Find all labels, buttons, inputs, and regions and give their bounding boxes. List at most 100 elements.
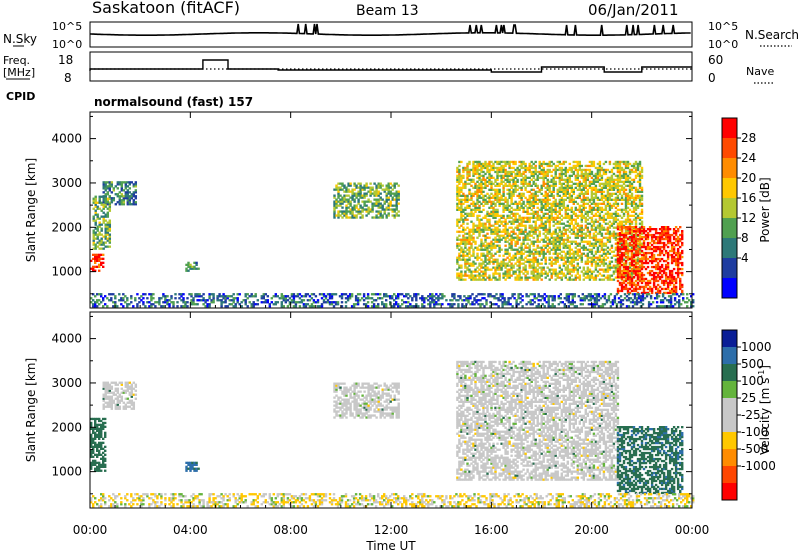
echo-cell — [628, 208, 632, 211]
echo-cell — [654, 245, 658, 249]
echo-cell — [389, 204, 392, 207]
echo-cell — [614, 214, 618, 217]
echo-cell — [106, 185, 110, 188]
echo-cell — [642, 230, 646, 233]
echo-cell — [369, 194, 372, 197]
echo-cell — [492, 212, 495, 215]
echo-cell — [614, 218, 618, 221]
echo-cell — [679, 285, 682, 289]
echo-cell — [610, 256, 614, 259]
echo-cell — [606, 198, 610, 201]
echo-cell — [466, 170, 469, 174]
echo-cell — [500, 198, 503, 201]
echo-cell — [596, 274, 600, 277]
echo-cell — [620, 186, 624, 189]
echo-cell — [458, 256, 461, 259]
echo-cell — [464, 216, 467, 219]
echo-cell — [98, 257, 101, 260]
echo-cell — [578, 230, 582, 233]
echo-cell — [552, 208, 555, 211]
echo-cell — [530, 226, 533, 229]
echo-cell — [462, 208, 465, 211]
echo-cell — [468, 214, 471, 217]
echo-cell — [381, 216, 384, 219]
echo-cell — [586, 256, 590, 259]
echo-cell — [620, 285, 624, 289]
echo-cell — [220, 301, 223, 304]
echo-cell — [466, 222, 469, 225]
echo-cell — [490, 210, 493, 213]
echo-cell — [339, 204, 342, 207]
echo-cell — [590, 176, 594, 179]
echo-cell — [636, 174, 640, 177]
echo-cell — [614, 210, 618, 213]
echo-cell — [600, 206, 604, 209]
echo-cell — [594, 190, 598, 193]
echo-cell — [562, 194, 566, 197]
echo-cell — [379, 206, 382, 209]
echo-cell — [460, 224, 463, 227]
echo-cell — [506, 256, 509, 259]
echo-cell — [462, 226, 465, 229]
echo-cell — [524, 264, 527, 267]
echo-cell — [102, 265, 105, 268]
echo-cell — [494, 266, 497, 269]
echo-cell — [359, 186, 362, 189]
echo-cell — [532, 166, 535, 170]
echo-cell — [546, 162, 549, 166]
echo-cell — [466, 240, 469, 243]
echo-cell — [582, 236, 586, 239]
echo-cell — [562, 244, 566, 247]
echo-cell — [470, 274, 473, 277]
echo-cell — [614, 232, 618, 235]
echo-cell — [494, 180, 497, 183]
echo-cell — [333, 216, 336, 219]
echo-cell — [124, 193, 128, 196]
echo-cell — [480, 254, 483, 257]
echo-cell — [355, 194, 358, 197]
echo-cell — [520, 228, 523, 231]
echo-cell — [620, 247, 624, 251]
echo-cell — [640, 186, 644, 189]
echo-cell — [538, 254, 541, 257]
echo-cell — [566, 188, 570, 191]
echo-cell — [516, 202, 519, 205]
echo-cell — [478, 174, 481, 177]
echo-cell — [552, 218, 555, 221]
echo-cell — [522, 224, 525, 227]
echo-cell — [102, 195, 105, 198]
echo-cell — [363, 196, 366, 199]
echo-cell — [106, 297, 109, 300]
echo-cell — [508, 274, 511, 277]
echo-cell — [630, 188, 634, 191]
echo-cell — [538, 226, 541, 229]
echo-cell — [536, 178, 539, 181]
echo-cell — [520, 198, 523, 201]
echo-cell — [582, 268, 586, 271]
echo-cell — [620, 220, 624, 223]
echo-cell — [566, 186, 570, 189]
echo-cell — [654, 275, 658, 279]
echo-cell — [618, 267, 622, 271]
echo-cell — [484, 222, 487, 225]
echo-cell — [564, 254, 568, 257]
echo-cell — [570, 240, 574, 243]
echo-cell — [612, 178, 616, 181]
echo-cell — [664, 271, 668, 275]
echo-cell — [638, 198, 642, 201]
echo-cell — [476, 184, 479, 187]
echo-cell — [486, 218, 489, 221]
echo-cell — [244, 299, 247, 302]
echo-cell — [620, 194, 624, 197]
echo-cell — [476, 186, 479, 189]
echo-cell — [586, 168, 590, 172]
echo-cell — [582, 208, 586, 211]
echo-cell — [630, 192, 634, 195]
echo-cell — [114, 301, 117, 304]
echo-cell — [345, 214, 348, 217]
echo-cell — [92, 201, 95, 204]
echo-cell — [624, 222, 628, 225]
echo-cell — [476, 258, 479, 261]
echo-cell — [612, 218, 616, 221]
